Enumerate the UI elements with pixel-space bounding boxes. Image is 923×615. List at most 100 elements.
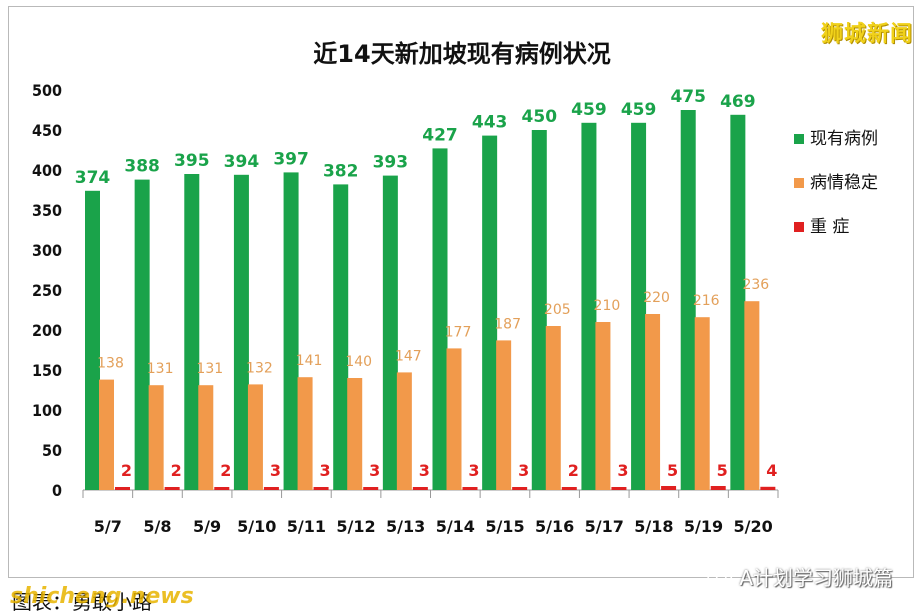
data-label-3: 2 (220, 461, 231, 480)
bar-2 (148, 385, 164, 490)
data-label-1: 382 (323, 161, 359, 181)
legend-label-2: 病情稳定 (810, 173, 878, 193)
data-label-2: 131 (147, 361, 174, 377)
y-tick-label: 150 (32, 361, 62, 380)
bar-1 (581, 122, 597, 491)
footer-watermark: shicheng.news (10, 584, 194, 609)
data-label-2: 132 (246, 360, 273, 376)
bar-2 (496, 340, 512, 490)
x-tick-label: 5/9 (193, 517, 221, 536)
x-tick-label: 5/17 (585, 517, 624, 536)
bar-3 (760, 486, 776, 490)
x-tick-label: 5/8 (143, 517, 171, 536)
data-label-2: 138 (97, 356, 124, 372)
x-tick-label: 5/15 (485, 517, 524, 536)
bar-1 (631, 122, 647, 491)
watermark-top: 狮城新闻 (820, 22, 913, 47)
bar-2 (645, 314, 661, 490)
bar-3 (512, 487, 528, 490)
data-label-2: 236 (742, 277, 769, 293)
data-label-1: 394 (224, 152, 260, 172)
x-tick-label: 5/10 (237, 517, 276, 536)
data-label-2: 141 (296, 353, 323, 369)
data-label-2: 187 (494, 316, 521, 332)
bar-3 (412, 487, 428, 490)
data-label-2: 147 (395, 348, 422, 364)
legend-swatch-1 (794, 134, 804, 144)
x-tick-label: 5/12 (336, 517, 375, 536)
bar-2 (595, 322, 611, 490)
bar-1 (233, 174, 249, 491)
bar-1 (531, 130, 547, 490)
bar-2 (694, 317, 710, 490)
data-label-1: 427 (422, 125, 458, 145)
x-tick-label: 5/20 (734, 517, 773, 536)
data-label-3: 3 (320, 461, 331, 480)
y-tick-label: 250 (32, 281, 62, 300)
bar-2 (545, 326, 561, 490)
data-label-3: 5 (717, 461, 728, 480)
data-label-1: 450 (522, 107, 558, 127)
data-label-3: 3 (468, 461, 479, 480)
bar-1 (85, 190, 100, 491)
x-tick-label: 5/16 (535, 517, 574, 536)
y-tick-label: 500 (32, 81, 62, 100)
data-label-2: 205 (544, 302, 571, 318)
data-label-2: 177 (445, 324, 472, 340)
wechat-icon (707, 567, 733, 586)
data-label-1: 443 (472, 113, 508, 133)
bar-3 (313, 487, 329, 490)
bar-2 (99, 379, 114, 490)
data-label-1: 469 (720, 92, 756, 112)
bar-1 (333, 184, 349, 490)
bar-2 (347, 378, 363, 490)
bar-1 (432, 148, 448, 490)
bar-2 (198, 385, 214, 490)
bar-3 (611, 487, 627, 490)
data-label-1: 393 (373, 153, 409, 173)
y-tick-label: 100 (32, 401, 62, 420)
data-label-2: 216 (693, 293, 720, 309)
data-label-3: 5 (667, 461, 678, 480)
bar-2 (297, 377, 313, 490)
y-tick-label: 200 (32, 321, 62, 340)
chart-title: 近14天新加坡现有病例状况 (313, 40, 610, 68)
data-label-1: 388 (124, 157, 160, 177)
data-label-3: 3 (617, 461, 628, 480)
bar-3 (661, 486, 677, 490)
bar-1 (134, 179, 150, 490)
x-tick-label: 5/7 (94, 517, 122, 536)
data-label-3: 3 (518, 461, 529, 480)
bar-3 (214, 487, 230, 490)
data-label-1: 475 (670, 87, 706, 107)
data-label-1: 459 (621, 100, 657, 120)
x-tick-label: 5/11 (287, 517, 326, 536)
bar-3 (561, 487, 577, 490)
y-tick-label: 350 (32, 201, 62, 220)
x-tick-label: 5/19 (684, 517, 723, 536)
bar-3 (115, 487, 130, 490)
bar-2 (446, 348, 462, 490)
data-label-2: 140 (345, 354, 372, 370)
bar-3 (710, 486, 726, 490)
legend-swatch-3 (794, 222, 804, 232)
y-tick-label: 400 (32, 161, 62, 180)
bar-3 (363, 487, 379, 490)
bar-1 (184, 174, 200, 490)
data-label-2: 210 (594, 298, 621, 314)
bar-3 (462, 487, 478, 490)
data-label-2: 131 (196, 361, 223, 377)
data-label-3: 3 (369, 461, 380, 480)
legend-label-3: 重 症 (810, 217, 849, 237)
legend-swatch-2 (794, 178, 804, 188)
bar-1 (283, 172, 299, 490)
data-label-1: 395 (174, 151, 210, 171)
x-tick-label: 5/14 (436, 517, 475, 536)
bar-3 (164, 487, 180, 490)
data-label-3: 2 (171, 461, 182, 480)
bar-1 (482, 135, 498, 490)
x-tick-label: 5/18 (634, 517, 673, 536)
bar-2 (396, 372, 412, 490)
y-tick-label: 450 (32, 121, 62, 140)
